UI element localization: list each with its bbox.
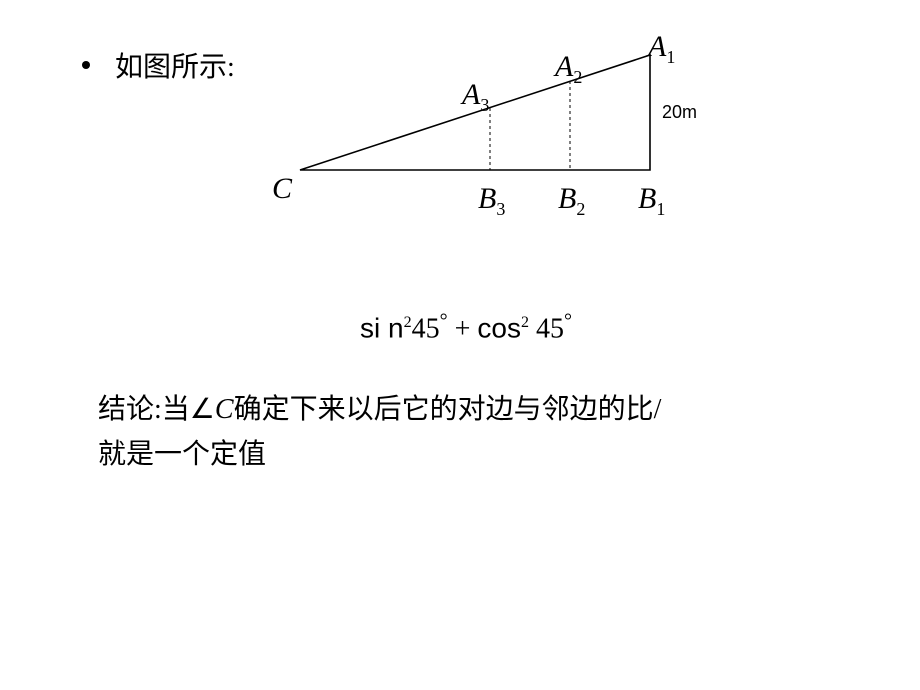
label-A2-sub: 2: [573, 67, 582, 87]
conclusion-line2: 就是一个定值: [98, 433, 661, 478]
triangle-diagram: C A1 A2 A3 B1 B2 B3 20m: [280, 40, 700, 250]
formula-arg2: 45: [529, 313, 564, 344]
conclusion-line1: 结论:当∠C确定下来以后它的对边与邻边的比/: [98, 388, 661, 433]
label-A1-text: A: [648, 30, 666, 63]
slide-page: 如图所示: C A1 A2 A3 B1 B2 B3 20m si n: [0, 0, 920, 690]
label-B3-text: B: [478, 182, 496, 215]
formula-deg1: °: [440, 310, 448, 332]
conclusion-l1b: 确定下来以后它的对边与邻边的比: [234, 394, 654, 425]
bullet-line: 如图所示:: [82, 45, 235, 85]
bullet-dot-icon: [82, 61, 90, 69]
angle-symbol: ∠: [190, 394, 215, 425]
formula-deg2: °: [564, 310, 572, 332]
bullet-text: 如图所示:: [115, 52, 235, 83]
formula: si n245° + cos2 45°: [360, 310, 572, 345]
formula-plus: +: [448, 313, 478, 344]
formula-arg1: 45: [412, 313, 440, 344]
label-C-text: C: [272, 172, 292, 205]
conclusion-block: 结论:当∠C确定下来以后它的对边与邻边的比/ 就是一个定值: [98, 388, 661, 478]
label-B3: B3: [478, 182, 505, 220]
label-A3-text: A: [462, 78, 480, 111]
label-B3-sub: 3: [496, 199, 505, 219]
label-B1-sub: 1: [656, 199, 665, 219]
label-A2: A2: [555, 50, 582, 88]
measure-20m: 20m: [662, 102, 697, 123]
formula-cos-sq: 2: [521, 314, 529, 331]
angle-C: C: [215, 394, 234, 425]
label-B2-text: B: [558, 182, 576, 215]
label-A3-sub: 3: [480, 95, 489, 115]
conclusion-tail: /: [654, 394, 662, 425]
label-B1: B1: [638, 182, 665, 220]
label-A2-text: A: [555, 50, 573, 83]
formula-sin: si n: [360, 312, 404, 343]
formula-cos: cos: [477, 312, 521, 343]
label-C: C: [272, 172, 292, 206]
label-A1-sub: 1: [666, 47, 675, 67]
label-B1-text: B: [638, 182, 656, 215]
conclusion-l1a: 结论:当: [98, 394, 190, 425]
label-B2-sub: 2: [576, 199, 585, 219]
label-A1: A1: [648, 30, 675, 68]
formula-sin-sq: 2: [404, 314, 412, 331]
label-B2: B2: [558, 182, 585, 220]
label-A3: A3: [462, 78, 489, 116]
